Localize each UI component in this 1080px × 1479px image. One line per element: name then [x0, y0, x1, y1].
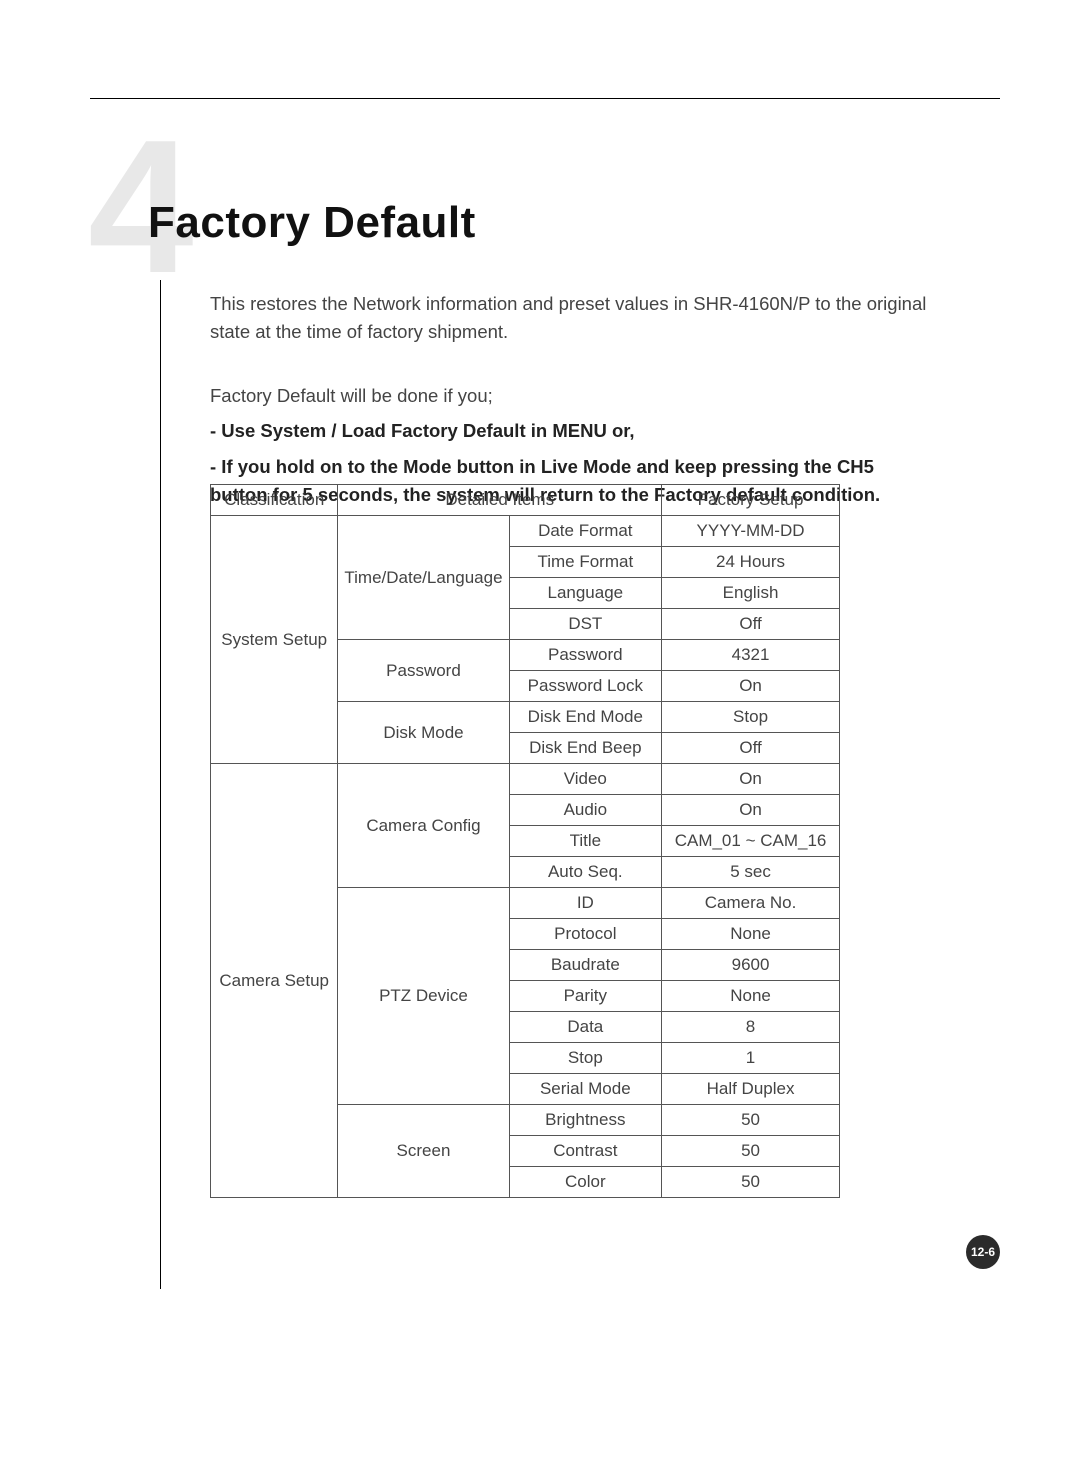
value-cell: CAM_01 ~ CAM_16: [662, 826, 840, 857]
value-cell: 8: [662, 1012, 840, 1043]
item-cell: Parity: [509, 981, 662, 1012]
col-header-classification: Classification: [211, 485, 338, 516]
item-cell: Color: [509, 1167, 662, 1198]
factory-default-table: Classification Detailed Items Factory Se…: [210, 484, 840, 1198]
item-cell: Brightness: [509, 1105, 662, 1136]
item-cell: Disk End Mode: [509, 702, 662, 733]
value-cell: 4321: [662, 640, 840, 671]
item-cell: Contrast: [509, 1136, 662, 1167]
item-cell: Protocol: [509, 919, 662, 950]
page-footer: 12-6: [966, 1235, 1000, 1269]
classification-cell: Camera Setup: [211, 764, 338, 1198]
item-cell: Password: [509, 640, 662, 671]
col-header-detailed: Detailed Items: [338, 485, 662, 516]
item-cell: Language: [509, 578, 662, 609]
col-header-factory: Factory Setup: [662, 485, 840, 516]
value-cell: 50: [662, 1105, 840, 1136]
page-title: Factory Default: [148, 198, 476, 248]
value-cell: On: [662, 671, 840, 702]
value-cell: 50: [662, 1167, 840, 1198]
value-cell: None: [662, 919, 840, 950]
body-text: This restores the Network information an…: [210, 290, 930, 517]
lead-in-line: Factory Default will be done if you;: [210, 382, 930, 410]
value-cell: None: [662, 981, 840, 1012]
value-cell: Off: [662, 733, 840, 764]
value-cell: 24 Hours: [662, 547, 840, 578]
vertical-divider: [160, 280, 161, 1289]
value-cell: Stop: [662, 702, 840, 733]
value-cell: On: [662, 764, 840, 795]
value-cell: On: [662, 795, 840, 826]
item-cell: Title: [509, 826, 662, 857]
intro-paragraph: This restores the Network information an…: [210, 290, 930, 346]
section-cell: Screen: [338, 1105, 509, 1198]
header-rule: [90, 98, 1000, 99]
table-body: System SetupTime/Date/LanguageDate Forma…: [211, 516, 840, 1198]
section-cell: Time/Date/Language: [338, 516, 509, 640]
value-cell: YYYY-MM-DD: [662, 516, 840, 547]
table-header-row: Classification Detailed Items Factory Se…: [211, 485, 840, 516]
table-row: System SetupTime/Date/LanguageDate Forma…: [211, 516, 840, 547]
table-row: Camera SetupCamera ConfigVideoOn: [211, 764, 840, 795]
bullet-1: - Use System / Load Factory Default in M…: [210, 417, 930, 445]
value-cell: 9600: [662, 950, 840, 981]
item-cell: Data: [509, 1012, 662, 1043]
item-cell: Baudrate: [509, 950, 662, 981]
section-cell: Disk Mode: [338, 702, 509, 764]
value-cell: 1: [662, 1043, 840, 1074]
item-cell: Disk End Beep: [509, 733, 662, 764]
item-cell: Auto Seq.: [509, 857, 662, 888]
value-cell: 5 sec: [662, 857, 840, 888]
item-cell: ID: [509, 888, 662, 919]
item-cell: Password Lock: [509, 671, 662, 702]
value-cell: Camera No.: [662, 888, 840, 919]
section-cell: Camera Config: [338, 764, 509, 888]
item-cell: Stop: [509, 1043, 662, 1074]
page-number-badge: 12-6: [966, 1235, 1000, 1269]
value-cell: Half Duplex: [662, 1074, 840, 1105]
section-cell: PTZ Device: [338, 888, 509, 1105]
table: Classification Detailed Items Factory Se…: [210, 484, 840, 1198]
item-cell: Audio: [509, 795, 662, 826]
document-page: 4 Factory Default This restores the Netw…: [0, 0, 1080, 1479]
item-cell: Serial Mode: [509, 1074, 662, 1105]
value-cell: Off: [662, 609, 840, 640]
item-cell: Video: [509, 764, 662, 795]
section-cell: Password: [338, 640, 509, 702]
classification-cell: System Setup: [211, 516, 338, 764]
value-cell: English: [662, 578, 840, 609]
value-cell: 50: [662, 1136, 840, 1167]
item-cell: Date Format: [509, 516, 662, 547]
item-cell: DST: [509, 609, 662, 640]
item-cell: Time Format: [509, 547, 662, 578]
